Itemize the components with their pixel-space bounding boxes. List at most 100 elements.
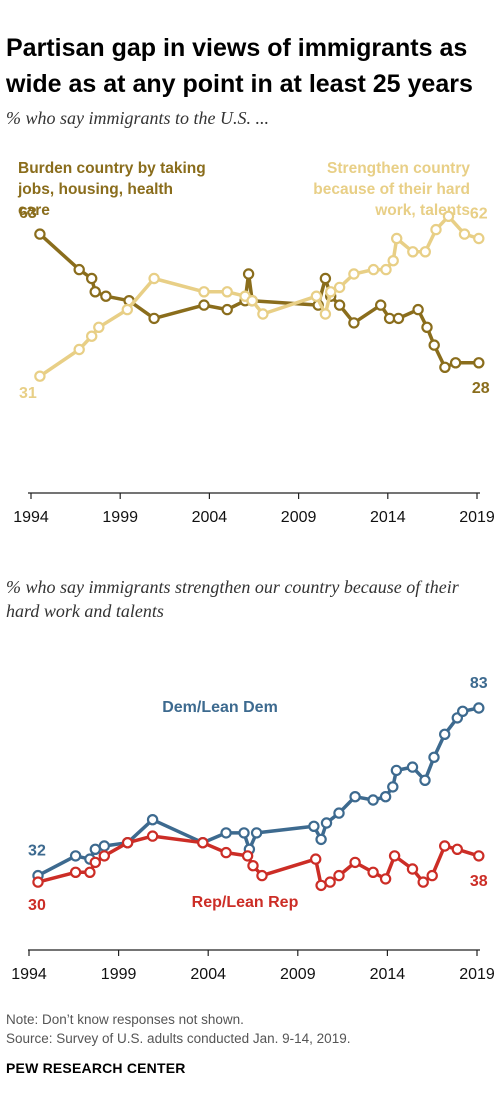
series-0-point-14 — [320, 817, 333, 829]
x-tick-label-4: 2014 — [370, 509, 406, 526]
chart-1-x-ticks: 1994 1999 2004 2009 2014 2019 — [13, 493, 495, 526]
series-1-point-18 — [379, 873, 392, 885]
series-0-point-16 — [348, 317, 360, 329]
series-0-point-22 — [428, 339, 440, 351]
series-1-point-14 — [333, 281, 346, 294]
series-1-point-10 — [257, 308, 269, 320]
series-0-point-19 — [392, 312, 405, 325]
series-1-point-7 — [221, 286, 233, 298]
series-1-point-8 — [220, 846, 232, 859]
series-1-point-24 — [451, 843, 463, 855]
series-1-point-17 — [380, 263, 392, 276]
series-1-point-6 — [146, 830, 159, 842]
dem-series-label: Dem/Lean Dem — [162, 699, 278, 716]
series-1-point-5 — [121, 836, 134, 849]
series-1-point-9 — [241, 850, 254, 862]
series-0-point-17 — [375, 299, 387, 311]
series-0-point-22 — [419, 774, 431, 786]
series-1-point-15 — [333, 869, 345, 882]
series-0-point-1 — [69, 850, 82, 862]
x-tick-label-2: 2004 — [190, 966, 226, 983]
series-1-point-21 — [419, 246, 431, 258]
series-1-point-0 — [34, 370, 46, 382]
series-1-point-0 — [32, 876, 44, 888]
series-0-point-3 — [89, 286, 101, 298]
series-1-point-16 — [367, 263, 380, 276]
series-0-point-23 — [439, 361, 451, 373]
series-0-point-25 — [473, 357, 485, 369]
series-0-point-20 — [412, 303, 424, 316]
series-0-start-label: 63 — [19, 205, 37, 222]
series-0-end-label: 28 — [472, 380, 490, 397]
series-1-point-24 — [458, 228, 471, 240]
series-1-point-12 — [310, 853, 322, 865]
series-1-point-6 — [198, 286, 210, 298]
legend-label-burden: Burden country by taking jobs, housing, h… — [17, 160, 206, 219]
series-1-point-3 — [89, 856, 102, 869]
series-0-point-24 — [439, 728, 451, 741]
series-0-point-4 — [98, 840, 111, 852]
series-line-0 — [37, 706, 480, 878]
x-tick-label-0: 1994 — [13, 509, 49, 526]
series-0-point-20 — [390, 764, 403, 777]
series-1-end-label: 38 — [470, 873, 488, 890]
series-1-point-4 — [121, 303, 134, 316]
series-1-start-label: 31 — [19, 385, 37, 402]
x-tick-label-1: 1999 — [102, 509, 138, 526]
series-0-point-17 — [367, 794, 379, 806]
rep-series-label: Rep/Lean Rep — [192, 894, 299, 911]
series-0-point-6 — [148, 312, 160, 325]
series-1-point-21 — [417, 876, 429, 888]
chart-1-subtitle: % who say immigrants to the U.S. ... — [6, 108, 269, 128]
series-1-point-19 — [388, 850, 401, 862]
series-1-point-15 — [348, 268, 360, 280]
series-0-point-13 — [319, 272, 332, 285]
series-0-point-10 — [242, 268, 255, 280]
series-0-point-9 — [238, 827, 250, 839]
series-0-point-11 — [250, 827, 263, 839]
series-0-point-2 — [85, 272, 98, 285]
series-0-point-6 — [146, 813, 159, 826]
series-1-point-23 — [442, 210, 455, 223]
series-1-point-18 — [387, 254, 399, 267]
series-1-point-2 — [84, 866, 96, 878]
series-1-point-25 — [473, 850, 485, 862]
series-0-point-15 — [333, 807, 345, 819]
series-1-point-4 — [98, 850, 111, 862]
series-0-point-19 — [387, 781, 399, 793]
series-1-point-16 — [349, 856, 361, 869]
page-title: Partisan gap in views of immigrants as w… — [6, 34, 473, 98]
chart-2-series-layer — [32, 702, 485, 892]
legend-label-strengthen: Strengthen country because of their hard w… — [313, 160, 470, 219]
x-tick-label-1: 1999 — [101, 966, 137, 983]
series-0-point-18 — [379, 790, 392, 803]
series-1-point-1 — [73, 343, 85, 356]
footer-note: Note: Don’t know responses not shown. — [6, 1012, 244, 1027]
chart-2-subtitle: % who say immigrants strengthen our coun… — [6, 577, 459, 621]
chart-1: Burden country by taking jobs, housing, h… — [13, 160, 495, 526]
series-1-point-9 — [246, 294, 258, 307]
series-1-point-17 — [367, 866, 379, 878]
series-1-point-19 — [391, 232, 403, 245]
series-1-point-25 — [473, 232, 485, 245]
x-tick-label-2: 2004 — [192, 509, 228, 526]
series-1-point-14 — [324, 876, 336, 888]
series-0-point-24 — [449, 357, 462, 369]
series-0-point-8 — [220, 827, 232, 839]
series-0-point-4 — [100, 290, 112, 302]
chart-1-labels-layer: 63 28 31 62 — [19, 205, 490, 402]
series-1-point-12 — [319, 308, 332, 320]
series-0-point-23 — [428, 751, 440, 763]
series-0-point-16 — [349, 790, 361, 803]
series-0-point-0 — [34, 228, 46, 240]
series-0-point-12 — [308, 820, 320, 832]
x-tick-label-3: 2009 — [281, 509, 317, 526]
series-1-start-label: 30 — [28, 897, 46, 914]
series-1-point-13 — [325, 286, 337, 298]
series-1-point-20 — [407, 246, 419, 258]
series-1-point-5 — [148, 272, 160, 285]
series-1-point-20 — [406, 863, 419, 875]
series-1-end-label: 62 — [470, 206, 488, 223]
chart-2-x-ticks: 1994 1999 2004 2009 2014 2019 — [11, 950, 495, 983]
